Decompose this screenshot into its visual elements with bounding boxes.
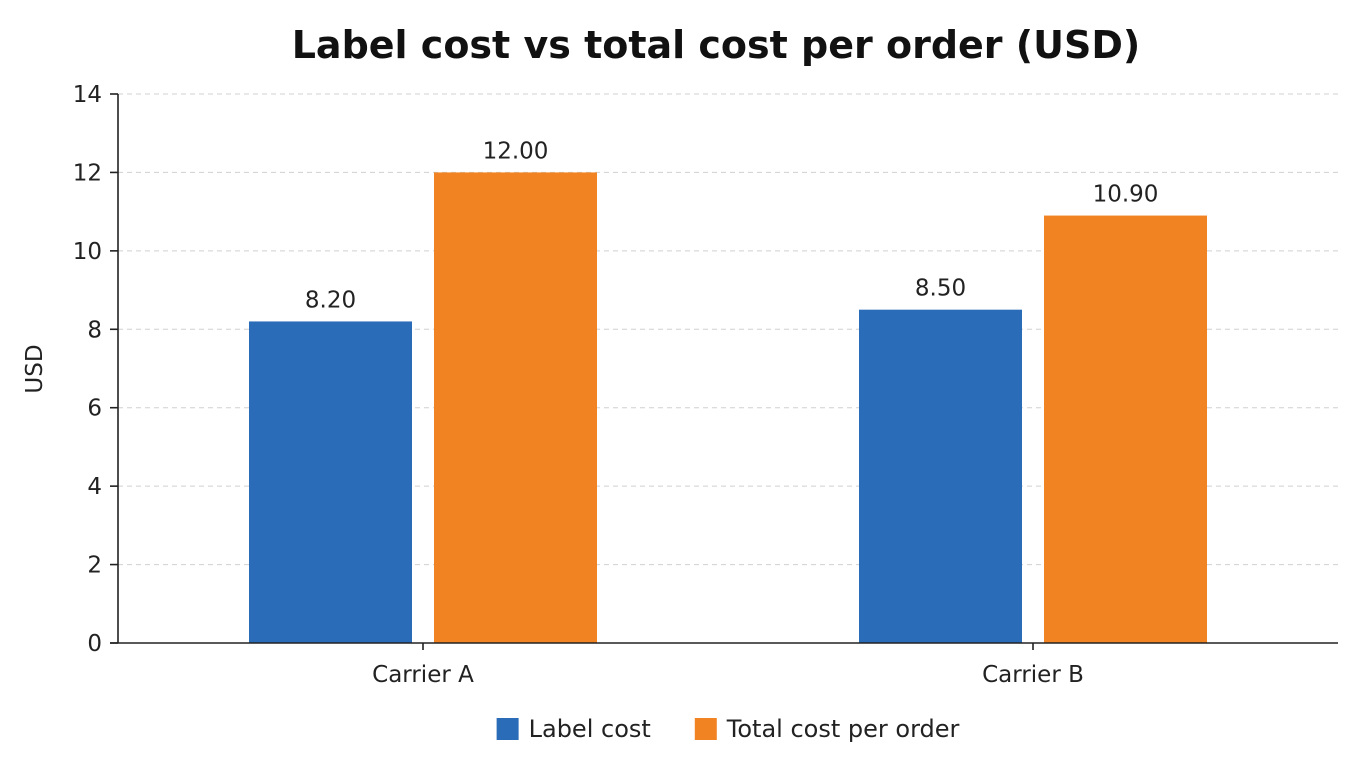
y-axis-ticks: 0 2 4 6 8 10 12 14 <box>73 82 118 657</box>
y-tick-label: 6 <box>87 396 102 422</box>
y-tick-label: 2 <box>87 553 102 579</box>
data-label: 8.20 <box>305 287 356 313</box>
y-tick-label: 10 <box>73 239 102 265</box>
legend-swatch <box>694 718 717 740</box>
y-tick-label: 4 <box>87 474 102 500</box>
y-tick-label: 14 <box>73 82 102 108</box>
x-axis-ticks: Carrier A Carrier B <box>372 643 1084 688</box>
x-tick-label: Carrier B <box>982 662 1084 688</box>
y-tick-label: 0 <box>87 631 102 657</box>
data-labels: 8.20 12.00 8.50 10.90 <box>305 138 1159 313</box>
bar <box>434 172 597 643</box>
chart-title: Label cost vs total cost per order (USD) <box>292 23 1141 67</box>
data-label: 10.90 <box>1093 182 1159 208</box>
legend-swatch <box>496 718 519 740</box>
bar <box>249 321 412 643</box>
legend: Label cost Total cost per order <box>496 715 960 743</box>
bars <box>249 172 1207 644</box>
legend-label: Label cost <box>529 715 651 743</box>
bar <box>1044 215 1207 644</box>
legend-item: Total cost per order <box>694 715 960 743</box>
data-label: 12.00 <box>483 138 549 164</box>
x-tick-label: Carrier A <box>372 662 474 688</box>
y-tick-label: 12 <box>73 160 102 186</box>
y-axis-label: USD <box>22 344 48 393</box>
y-tick-label: 8 <box>87 317 102 343</box>
bar <box>859 309 1022 643</box>
legend-label: Total cost per order <box>726 715 960 743</box>
legend-item: Label cost <box>496 715 651 743</box>
data-label: 8.50 <box>915 276 966 302</box>
